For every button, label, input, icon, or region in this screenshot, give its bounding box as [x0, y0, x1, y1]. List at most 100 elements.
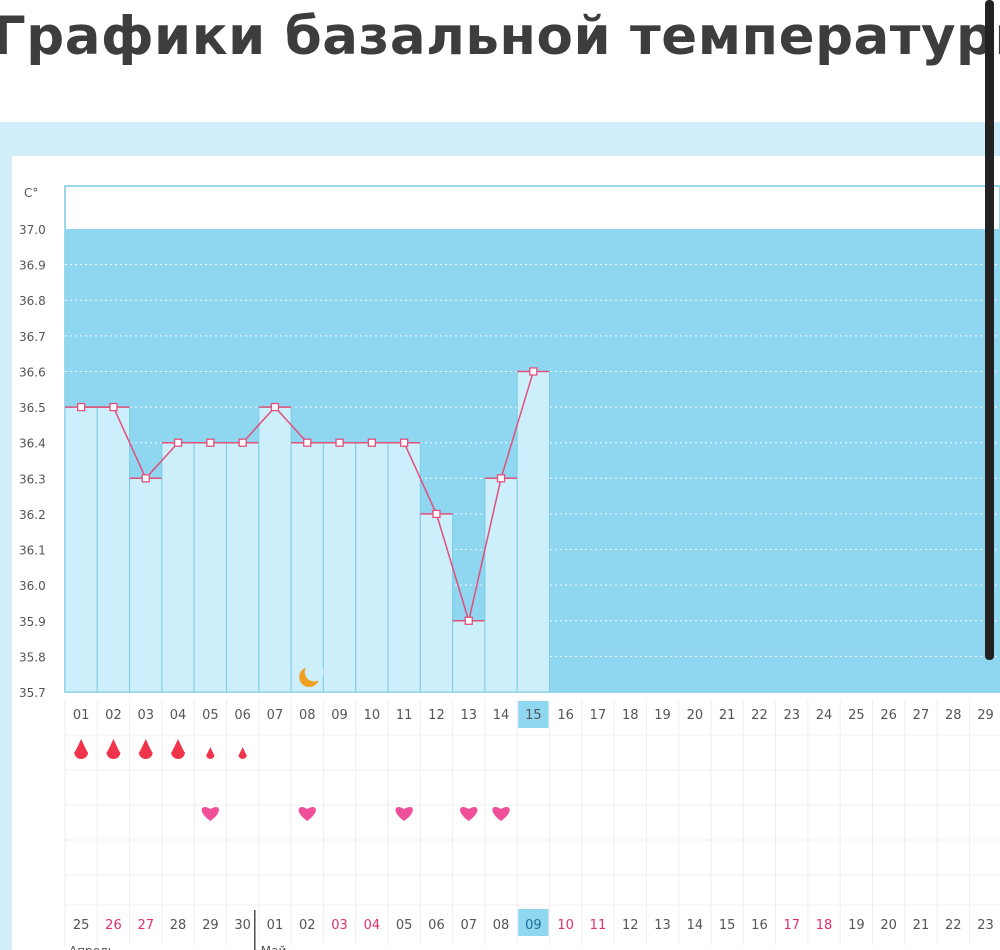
y-tick-label: 35.8 [19, 650, 46, 664]
cycle-day-label: 13 [460, 708, 477, 723]
heart-icon [492, 807, 510, 821]
y-tick-label: 37.0 [19, 223, 46, 237]
temperature-point [529, 367, 538, 376]
cycle-day-label: 11 [396, 708, 413, 723]
temperature-point [399, 438, 409, 447]
temperature-point [77, 402, 86, 412]
y-tick-label: 36.7 [19, 330, 46, 344]
moon-icon [299, 662, 324, 687]
moon-shadow [304, 662, 324, 682]
y-tick-label: 36.6 [19, 365, 46, 379]
cycle-day-label: 27 [913, 708, 930, 723]
cycle-day-label: 03 [137, 708, 154, 723]
period-drop-icon [74, 739, 89, 759]
period-drop-icon [106, 739, 121, 759]
cycle-day-label: 05 [202, 708, 219, 723]
calendar-date-label: 02 [299, 918, 316, 933]
calendar-date-label: 09 [525, 918, 542, 933]
calendar-date-label: 17 [783, 918, 800, 933]
temperature-bar [452, 620, 486, 693]
cycle-day-label: 10 [364, 708, 381, 723]
calendar-date-label: 10 [557, 918, 574, 933]
month-label: Апрель [69, 944, 115, 950]
calendar-date-label: 05 [396, 918, 413, 933]
y-tick-label: 36.9 [19, 259, 46, 273]
month-label: Май [261, 944, 287, 950]
cycle-day-label: 06 [234, 708, 251, 723]
cycle-day-label: 04 [170, 708, 187, 723]
cycle-day-label: 09 [331, 708, 348, 723]
heart-icon [298, 807, 316, 821]
cycle-day-label: 17 [590, 708, 607, 723]
cycle-day-label: 28 [945, 708, 962, 723]
temperature-point [335, 438, 344, 447]
temperature-bar [226, 442, 260, 693]
calendar-date-label: 22 [945, 918, 962, 933]
heart-icon [460, 807, 478, 821]
y-tick-label: 36.2 [19, 508, 46, 522]
cycle-day-label: 29 [977, 708, 994, 723]
cycle-day-label: 14 [493, 708, 510, 723]
y-tick-label: 36.4 [19, 437, 46, 451]
calendar-date-label: 04 [364, 918, 381, 933]
temperature-bar [322, 442, 357, 693]
y-tick-label: 36.0 [19, 579, 46, 593]
y-tick-label: 36.1 [19, 544, 46, 558]
cycle-day-label: 26 [880, 708, 897, 723]
y-tick-label: 36.3 [19, 472, 46, 486]
temperature-point [141, 474, 150, 483]
current-date-highlight [518, 909, 549, 936]
y-tick-label: 36.8 [19, 294, 46, 308]
y-unit-label: C° [24, 186, 38, 200]
page-title: Графики базальной температуры [0, 6, 1000, 67]
temperature-bar [258, 406, 292, 693]
cycle-day-label: 20 [687, 708, 704, 723]
calendar-date-label: 15 [719, 918, 736, 933]
temperature-bar [161, 442, 195, 693]
cycle-day-label: 24 [816, 708, 833, 723]
calendar-date-label: 25 [73, 918, 90, 933]
temperature-point [303, 438, 312, 447]
temperature-point [270, 402, 280, 412]
cycle-day-label: 19 [654, 708, 671, 723]
period-drop-icon [238, 747, 247, 759]
calendar-date-label: 26 [105, 918, 122, 933]
cycle-day-label: 02 [105, 708, 122, 723]
cycle-day-label: 23 [783, 708, 800, 723]
calendar-date-label: 20 [880, 918, 897, 933]
temperature-bar [64, 406, 98, 693]
calendar-date-label: 14 [687, 918, 704, 933]
calendar-date-label: 08 [493, 918, 510, 933]
heart-icon [395, 807, 413, 821]
calendar-date-label: 11 [590, 918, 607, 933]
calendar-date-label: 03 [331, 918, 348, 933]
temperature-bar [193, 442, 227, 693]
calendar-date-label: 21 [913, 918, 930, 933]
temperature-point [206, 438, 215, 447]
calendar-date-label: 28 [170, 918, 187, 933]
calendar-date-label: 27 [137, 918, 154, 933]
y-tick-label: 36.5 [19, 401, 46, 415]
temperature-point [238, 438, 247, 447]
temperature-point [173, 438, 183, 447]
calendar-date-label: 18 [816, 918, 833, 933]
calendar-date-label: 12 [622, 918, 639, 933]
temperature-point [432, 509, 441, 519]
temperature-bar [387, 442, 421, 693]
period-drop-icon [171, 739, 186, 759]
cycle-day-label: 22 [751, 708, 768, 723]
cycle-day-label: 08 [299, 708, 316, 723]
current-day-highlight [518, 701, 549, 728]
scrollbar-thumb[interactable] [985, 0, 994, 660]
cycle-day-label: 01 [73, 708, 90, 723]
calendar-date-label: 13 [654, 918, 671, 933]
temperature-bar [290, 442, 324, 693]
cycle-day-label: 16 [557, 708, 574, 723]
temperature-bar [419, 513, 454, 693]
temperature-bar [355, 442, 389, 693]
calendar-date-label: 30 [234, 918, 251, 933]
cycle-day-label: 07 [267, 708, 284, 723]
y-tick-label: 35.9 [19, 615, 46, 629]
calendar-date-label: 01 [267, 918, 284, 933]
